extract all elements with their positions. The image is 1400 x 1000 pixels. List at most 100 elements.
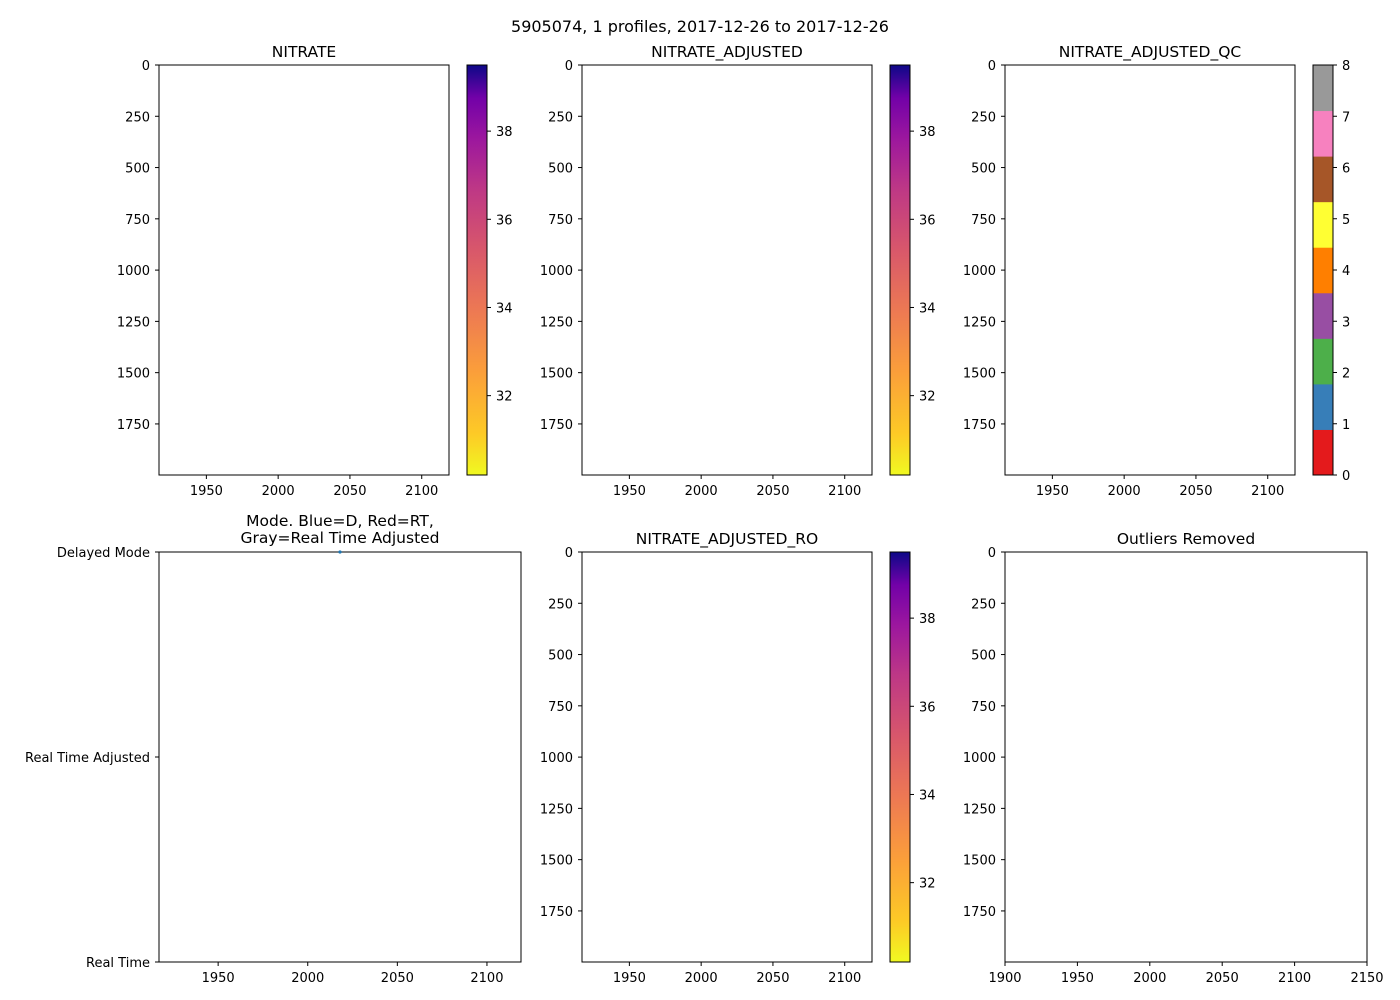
y-tick-label: 1500: [540, 367, 573, 382]
y-tick-label: 1250: [540, 315, 573, 330]
y-tick-label: 1500: [117, 367, 150, 382]
colorbar-tick-label: 36: [919, 700, 936, 715]
colorbar-tick-label: 32: [919, 390, 936, 405]
colorbar: 32 34 36 38: [889, 64, 936, 476]
panel-title: NITRATE: [272, 43, 336, 61]
y-tick-label: 250: [971, 110, 996, 125]
colorbar-segment: [1313, 247, 1333, 294]
colorbar: 32 34 36 38: [889, 551, 936, 963]
y-tick-label: 1500: [540, 854, 573, 869]
data-point: [338, 550, 342, 554]
colorbar-tick-label: 2: [1342, 367, 1350, 382]
x-tick-label: 2100: [1251, 484, 1284, 499]
y-tick-label: 1250: [540, 802, 573, 817]
y-tick-label: 250: [125, 110, 150, 125]
figure-suptitle: 5905074, 1 profiles, 2017-12-26 to 2017-…: [511, 17, 889, 36]
colorbar-tick-label: 4: [1342, 264, 1350, 279]
y-tick-label: 1000: [117, 264, 150, 279]
y-tick-label: 1500: [963, 367, 996, 382]
panel-title: NITRATE_ADJUSTED: [651, 43, 803, 62]
axes-frame: [581, 64, 873, 476]
y-tick-label: 1000: [963, 264, 996, 279]
y-tick-label: 250: [971, 597, 996, 612]
y-tick-label: 750: [125, 213, 150, 228]
y-tick-label: 750: [548, 700, 573, 715]
colorbar-tick-label: 1: [1342, 418, 1350, 433]
colorbar-segment: [1313, 156, 1333, 203]
colorbar-tick-label: 36: [919, 213, 936, 228]
x-tick-label: 2050: [756, 971, 789, 986]
colorbar-tick-label: 6: [1342, 162, 1350, 177]
x-tick-label: 1950: [613, 971, 646, 986]
y-tick-label: Real Time Adjusted: [25, 751, 150, 766]
colorbar-tick-label: 34: [496, 301, 513, 316]
panel-title: NITRATE_ADJUSTED_QC: [1059, 43, 1241, 62]
colorbar-tick-label: 8: [1342, 59, 1350, 74]
colorbar-segment: [1313, 110, 1333, 157]
colorbar: 0 1 2 3 4 5 6 7 8: [1312, 59, 1350, 484]
colorbar-frame: [466, 64, 488, 476]
colorbar-tick-label: 34: [919, 301, 936, 316]
colorbar-tick-label: 32: [919, 877, 936, 892]
x-tick-label: 2100: [470, 971, 503, 986]
y-tick-label: 1750: [963, 905, 996, 920]
panel-nitrate-adjusted: NITRATE_ADJUSTED 1950 2000 2050 2100 0 250 500 7…: [540, 43, 936, 499]
y-tick-label: 1000: [540, 264, 573, 279]
x-tick-label: 2050: [1206, 971, 1239, 986]
panel-title: Outliers Removed: [1117, 530, 1255, 548]
y-tick-label: 0: [142, 59, 150, 74]
panel-title-line: Gray=Real Time Adjusted: [240, 529, 439, 547]
colorbar-gradient: [890, 552, 910, 962]
colorbar-segment: [1313, 338, 1333, 385]
x-tick-label: 2050: [381, 971, 414, 986]
x-tick-label: 2000: [685, 484, 718, 499]
x-tick-label: 2000: [1108, 484, 1141, 499]
axes-frame: [158, 64, 450, 476]
axes-frame: [1004, 551, 1368, 963]
colorbar-segment: [1313, 429, 1333, 476]
y-tick-label: 1750: [117, 418, 150, 433]
x-tick-label: 1900: [988, 971, 1021, 986]
y-tick-label: Real Time: [86, 956, 150, 971]
colorbar-tick-label: 38: [919, 125, 936, 140]
y-tick-label: 250: [548, 597, 573, 612]
x-tick-label: 2050: [756, 484, 789, 499]
x-tick-label: 1950: [613, 484, 646, 499]
y-tick-label: 1000: [540, 751, 573, 766]
colorbar-tick-label: 7: [1342, 110, 1350, 125]
y-tick-label: 750: [971, 700, 996, 715]
y-tick-label: 1750: [540, 418, 573, 433]
colorbar-gradient: [467, 65, 487, 475]
panel-nitrate-adjusted-qc: NITRATE_ADJUSTED_QC 1950 2000 2050 2 1000 250 5…: [963, 43, 1350, 499]
panel-mode: Mode. Blue=D, Red=RT, Gray=Real Time Adju…: [25, 512, 522, 986]
y-tick-label: 0: [988, 546, 996, 561]
y-tick-label: 1000: [963, 751, 996, 766]
x-tick-label: 2150: [1350, 971, 1383, 986]
colorbar-segment: [1313, 201, 1333, 248]
y-tick-label: 1500: [963, 854, 996, 869]
y-tick-label: 1250: [963, 315, 996, 330]
x-tick-label: 2000: [685, 971, 718, 986]
colorbar-tick-label: 5: [1342, 213, 1350, 228]
axes-frame: [158, 551, 522, 963]
x-tick-label: 2050: [1179, 484, 1212, 499]
panel-title: Mode. Blue=D, Red=RT, Gray=Real Time Adju…: [240, 512, 439, 547]
y-tick-label: 1750: [540, 905, 573, 920]
colorbar-frame: [889, 64, 911, 476]
panel-title-line: Mode. Blue=D, Red=RT,: [246, 512, 434, 530]
x-tick-label: 2100: [828, 971, 861, 986]
y-tick-label: 1250: [117, 315, 150, 330]
colorbar-segment: [1313, 65, 1333, 112]
panel-title: NITRATE_ADJUSTED_RO: [636, 530, 818, 549]
colorbar-tick-label: 38: [919, 612, 936, 627]
x-tick-label: 1950: [202, 971, 235, 986]
colorbar-frame: [889, 551, 911, 963]
colorbar-gradient: [890, 65, 910, 475]
x-tick-label: 1950: [1036, 484, 1069, 499]
x-tick-label: 2100: [405, 484, 438, 499]
y-tick-label: 500: [548, 649, 573, 664]
y-tick-label: 1250: [963, 802, 996, 817]
y-tick-label: 250: [548, 110, 573, 125]
colorbar-tick-label: 36: [496, 213, 513, 228]
x-tick-label: 2100: [828, 484, 861, 499]
